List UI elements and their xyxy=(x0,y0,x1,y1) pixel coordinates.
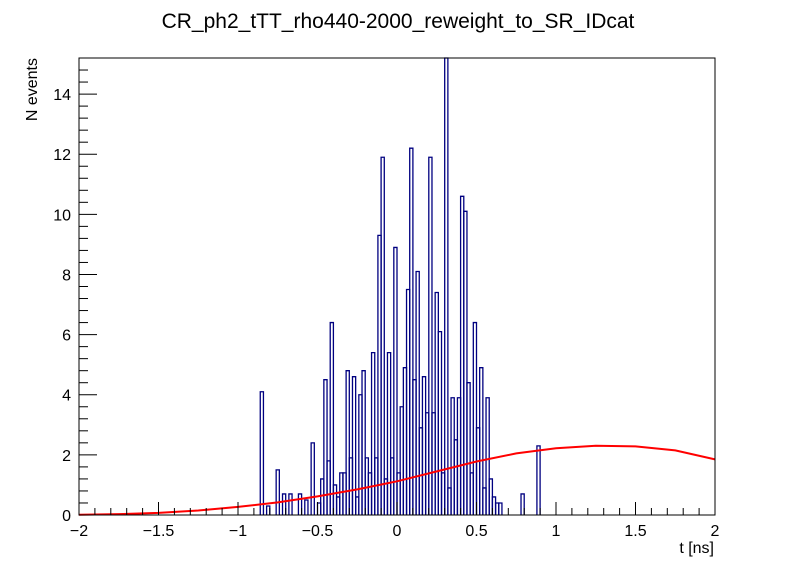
histogram-bin-61 xyxy=(485,397,490,515)
histogram-bin-28 xyxy=(380,156,385,515)
y-tick-label: 4 xyxy=(62,388,71,405)
histogram-bin-65 xyxy=(498,502,503,515)
chart-title: CR_ph2_tTT_rho440-2000_reweight_to_SR_ID… xyxy=(162,10,635,33)
y-axis-label: N events xyxy=(24,58,41,121)
histogram-bin-39 xyxy=(415,270,420,515)
histogram-bin-48 xyxy=(444,57,449,515)
histogram-bin-54 xyxy=(463,210,468,515)
histogram-bin-5 xyxy=(297,493,303,515)
histogram-bin-10 xyxy=(323,379,328,515)
histogram-bin-67 xyxy=(536,445,541,515)
histogram-bin-43 xyxy=(428,156,433,515)
histogram-bin-37 xyxy=(409,147,414,515)
histogram-bin-4 xyxy=(288,493,293,515)
histogram-bin-22 xyxy=(361,370,366,515)
y-tick-label: 12 xyxy=(53,147,71,164)
x-tick-label: 2 xyxy=(711,523,720,540)
y-axis-ticks: 0 2 4 6 8 10 12 14 xyxy=(53,69,97,525)
histogram-bin-30 xyxy=(386,351,392,515)
x-axis-label: t [ns] xyxy=(679,540,714,557)
histogram-bin-46 xyxy=(437,330,443,515)
histogram-bin-7 xyxy=(310,442,315,515)
histogram-bin-17 xyxy=(345,370,350,515)
histogram-bin-25 xyxy=(370,351,376,515)
y-tick-label: 14 xyxy=(53,87,71,104)
y-tick-label: 2 xyxy=(62,448,71,465)
histogram-bin-59 xyxy=(479,367,484,515)
histogram-bin-12 xyxy=(329,321,335,515)
y-tick-label: 10 xyxy=(53,207,71,224)
histogram-bin-2 xyxy=(275,469,280,515)
y-tick-label: 0 xyxy=(62,508,71,525)
x-tick-label: 0.5 xyxy=(465,523,487,540)
y-tick-label: 8 xyxy=(62,267,71,284)
x-tick-label: −1.5 xyxy=(143,523,175,540)
x-tick-label: −0.5 xyxy=(302,523,334,540)
x-tick-label: −2 xyxy=(70,523,88,540)
x-tick-label: 0 xyxy=(393,523,402,540)
plot-marks xyxy=(78,57,716,516)
x-tick-label: 1.5 xyxy=(624,523,646,540)
histogram-bin-0 xyxy=(259,391,265,515)
y-tick-label: 6 xyxy=(62,328,71,345)
histogram-bin-57 xyxy=(472,321,478,515)
histogram-bin-6 xyxy=(304,499,309,515)
x-axis-ticks: −2 −1.5 −1 −0.5 0 0.5 1 1.5 2 xyxy=(70,502,720,540)
histogram-bin-3 xyxy=(281,493,287,515)
x-tick-label: −1 xyxy=(229,523,247,540)
histogram-bin-19 xyxy=(351,376,357,515)
fit-curve xyxy=(78,444,716,516)
histogram-bin-32 xyxy=(393,246,398,515)
histogram-bin-55 xyxy=(466,382,471,515)
x-tick-label: 1 xyxy=(552,523,561,540)
histogram-bin-66 xyxy=(520,493,525,515)
